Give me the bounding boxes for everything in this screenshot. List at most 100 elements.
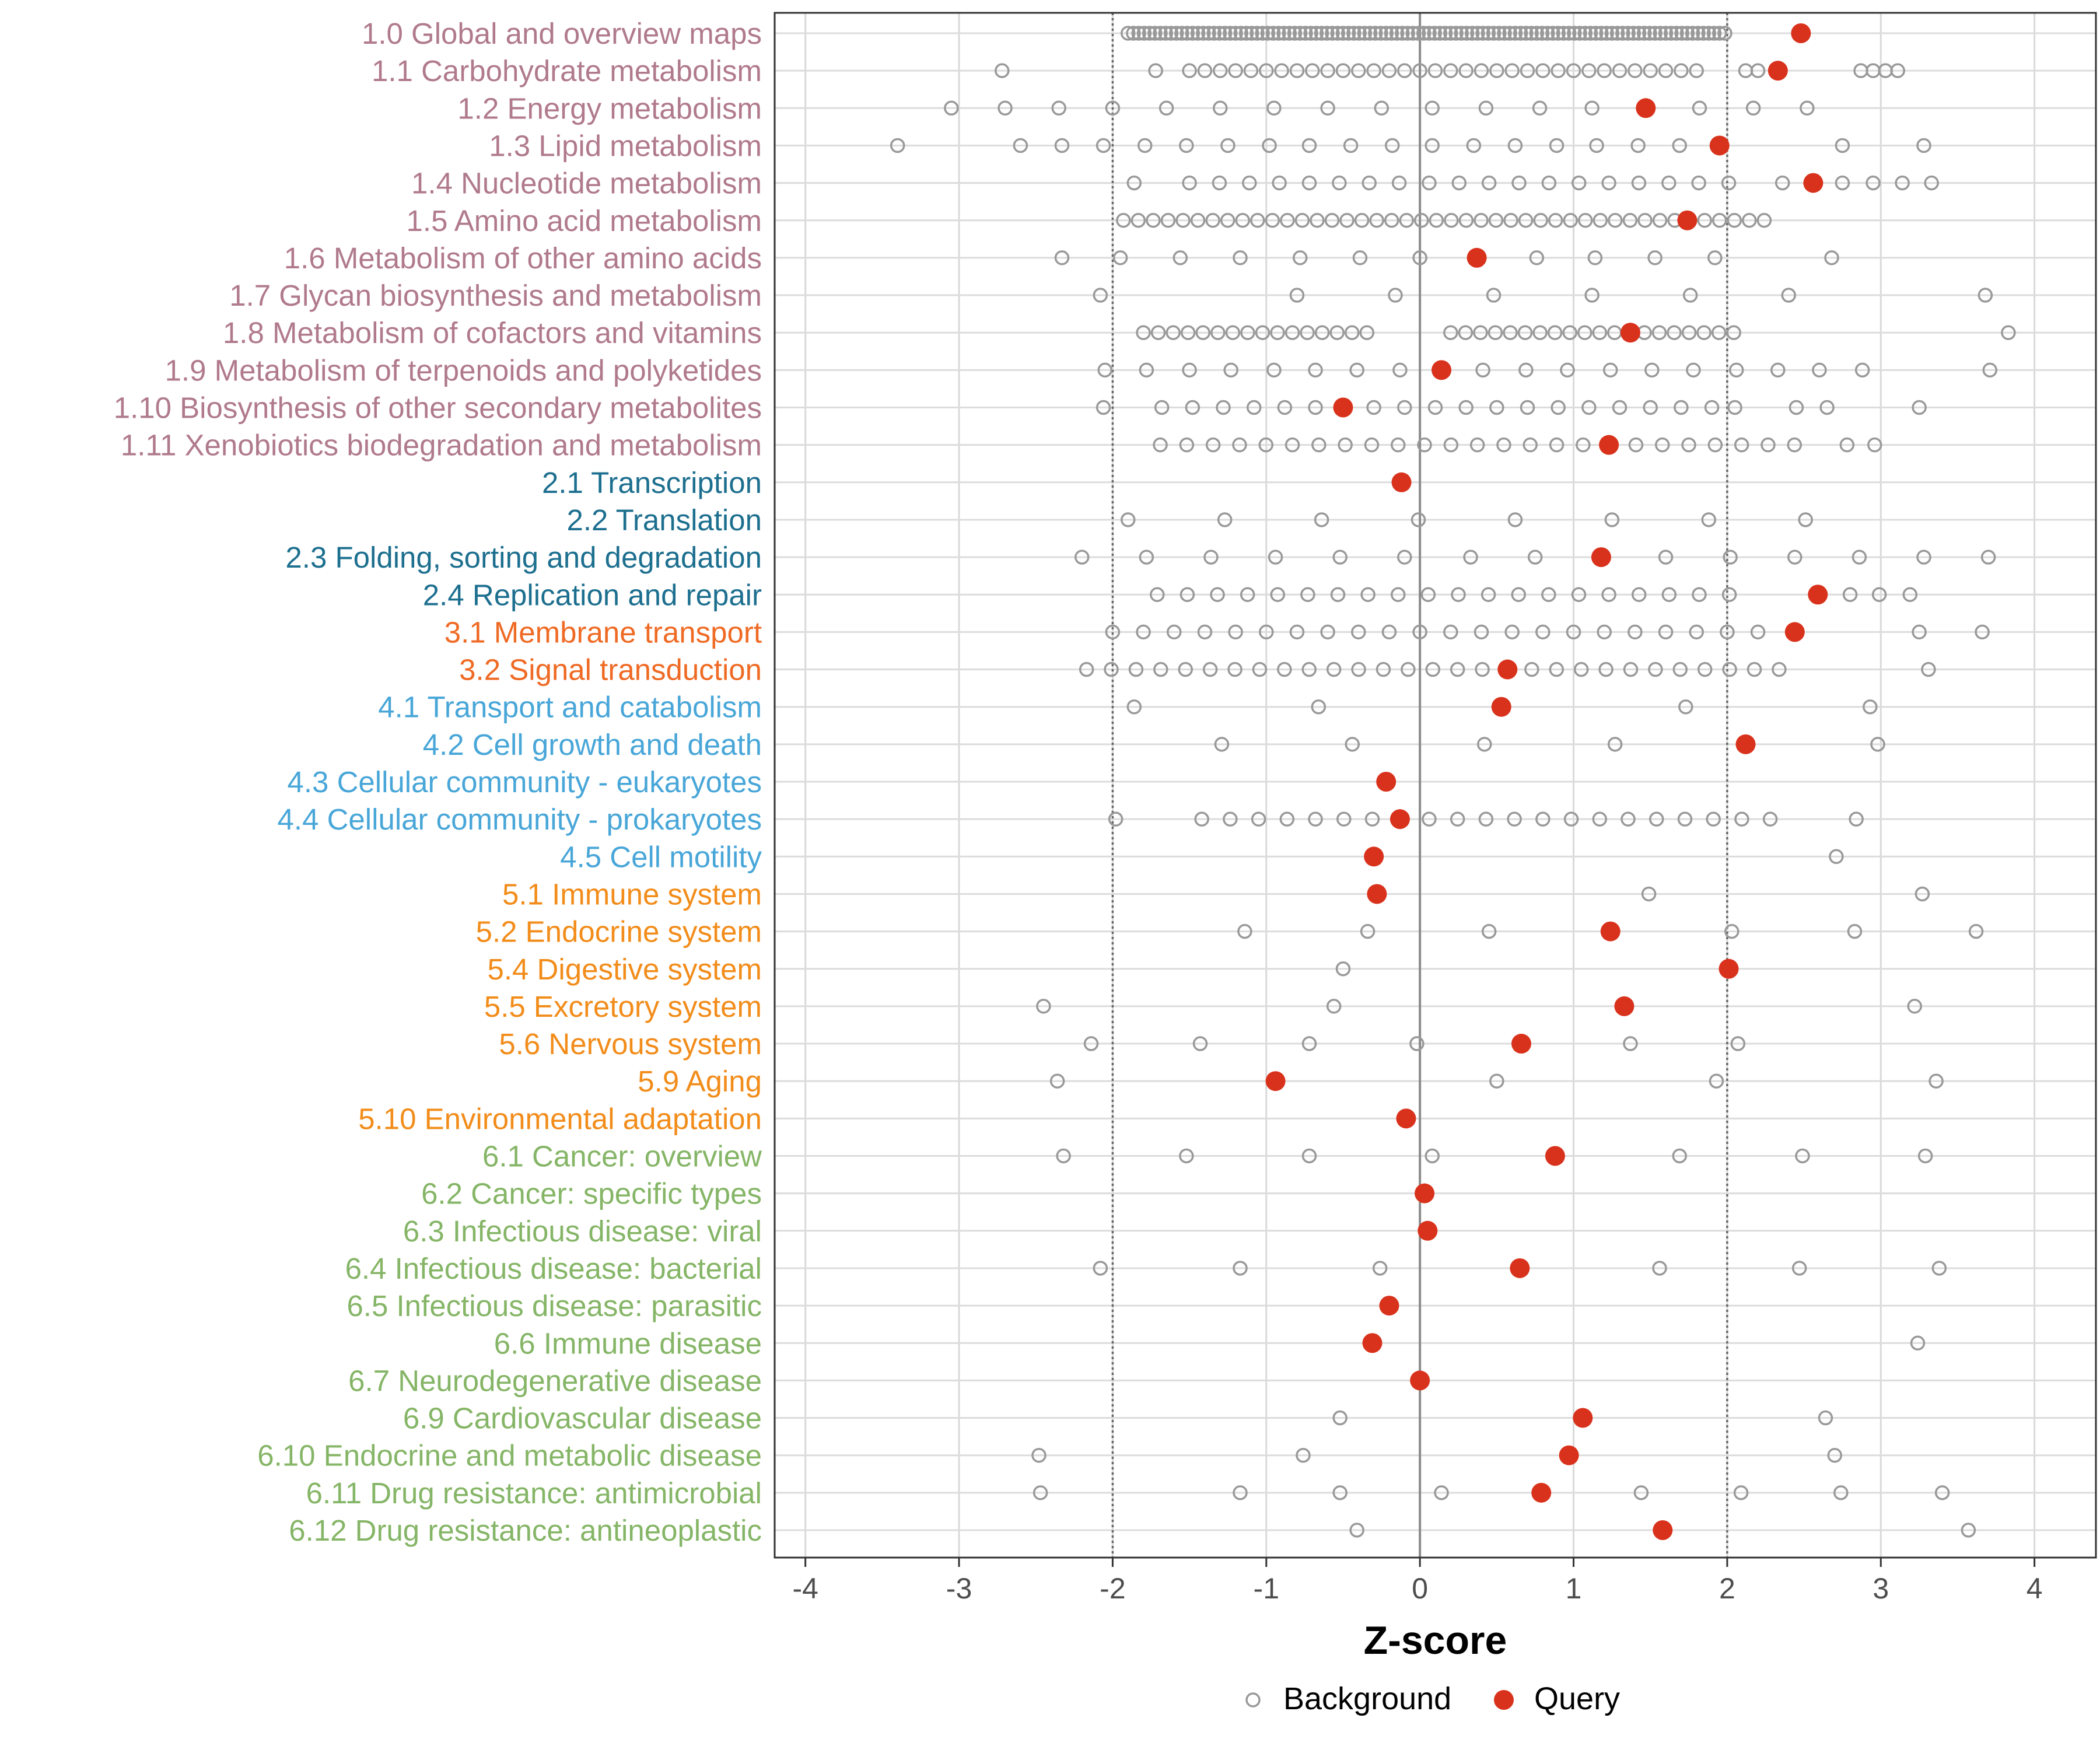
query-point: [1367, 884, 1387, 904]
background-point: [1335, 63, 1351, 78]
background-point: [1489, 1073, 1504, 1089]
background-point: [1130, 213, 1146, 228]
x-tick-label: 4: [2027, 1572, 2043, 1605]
background-point: [1195, 325, 1211, 340]
background-point: [1486, 26, 1502, 41]
background-point: [1160, 213, 1176, 228]
background-point: [1760, 437, 1776, 453]
background-point: [1266, 362, 1282, 378]
background-point: [1083, 1036, 1099, 1051]
query-point: [1620, 323, 1640, 343]
background-point: [1517, 325, 1533, 340]
background-point: [1354, 213, 1370, 228]
background-point: [1762, 811, 1778, 827]
background-point: [1310, 213, 1325, 228]
background-point: [1612, 400, 1628, 415]
background-point: [1458, 325, 1474, 340]
background-point: [1424, 100, 1440, 116]
background-point: [1636, 26, 1652, 41]
background-point: [1443, 437, 1459, 453]
category-label: 4.2 Cell growth and death: [423, 728, 762, 761]
background-point: [1847, 923, 1863, 939]
background-point: [1916, 550, 1931, 565]
background-point: [1296, 1447, 1311, 1463]
query-point: [1466, 247, 1487, 268]
background-point: [1167, 624, 1182, 640]
background-point: [1146, 213, 1161, 228]
background-point: [1829, 849, 1844, 865]
background-point: [1458, 213, 1474, 228]
query-point: [1418, 1220, 1438, 1241]
background-point: [1520, 400, 1535, 415]
background-point: [1842, 587, 1858, 602]
category-label: 1.11 Xenobiotics biodegradation and meta…: [121, 429, 762, 462]
background-point: [1397, 550, 1412, 565]
background-point: [1359, 325, 1375, 340]
background-point: [1212, 175, 1227, 191]
background-point: [1604, 26, 1620, 41]
background-point: [1366, 400, 1381, 415]
background-point: [1890, 63, 1905, 78]
category-label: 4.5 Cell motility: [560, 840, 762, 873]
background-point: [1620, 26, 1636, 41]
background-point: [1477, 737, 1492, 752]
category-label: 1.7 Glycan biosynthesis and metabolism: [229, 279, 762, 312]
background-point: [1351, 624, 1366, 640]
background-point: [1223, 26, 1238, 41]
category-label: 2.2 Translation: [566, 503, 762, 537]
background-point: [1721, 175, 1737, 191]
background-point: [1213, 100, 1228, 116]
query-point: [1614, 996, 1634, 1016]
background-point: [1518, 213, 1534, 228]
background-point: [1604, 512, 1620, 527]
background-point: [1576, 437, 1591, 453]
query-point: [1709, 135, 1730, 156]
category-label: 1.2 Energy metabolism: [457, 92, 762, 125]
background-point: [1587, 250, 1603, 265]
background-point: [1197, 63, 1213, 78]
background-point: [1373, 26, 1388, 41]
reference-lines: [1111, 13, 1728, 1558]
legend-query-marker: [1494, 1690, 1514, 1710]
background-point: [1308, 362, 1323, 378]
background-point: [1345, 737, 1360, 752]
background-point: [1326, 662, 1342, 677]
background-point: [1142, 26, 1157, 41]
background-points: [890, 26, 2016, 1538]
grid-layer: [775, 13, 2096, 1558]
background-point: [1504, 63, 1520, 78]
background-point: [1294, 213, 1310, 228]
background-point: [1934, 1485, 1950, 1500]
background-point: [1562, 325, 1577, 340]
background-point: [1210, 325, 1226, 340]
background-point: [1185, 400, 1200, 415]
background-point: [1470, 26, 1485, 41]
background-point: [1615, 26, 1630, 41]
background-point: [1223, 362, 1238, 378]
query-point: [1636, 98, 1656, 118]
background-point: [1696, 325, 1712, 340]
background-point: [1623, 1036, 1638, 1051]
background-point: [1179, 1148, 1194, 1164]
category-label: 4.4 Cellular community - prokaryotes: [278, 803, 762, 836]
query-point: [1808, 585, 1828, 605]
query-point: [1362, 1333, 1382, 1353]
background-point: [1258, 437, 1274, 453]
background-point: [1210, 587, 1225, 602]
background-point: [1630, 138, 1646, 153]
background-point: [1385, 138, 1400, 153]
background-point: [1464, 26, 1480, 41]
background-point: [1414, 213, 1429, 228]
background-point: [1916, 138, 1931, 153]
background-point: [1623, 662, 1639, 677]
query-point: [1803, 173, 1824, 193]
background-point: [1678, 699, 1693, 715]
background-point: [1352, 26, 1367, 41]
background-point: [1105, 100, 1121, 116]
background-point: [1612, 63, 1628, 78]
background-point: [1265, 26, 1281, 41]
category-label: 6.12 Drug resistance: antineoplastic: [289, 1514, 762, 1547]
background-point: [1205, 213, 1220, 228]
background-point: [1672, 1148, 1688, 1164]
background-point: [1174, 26, 1189, 41]
